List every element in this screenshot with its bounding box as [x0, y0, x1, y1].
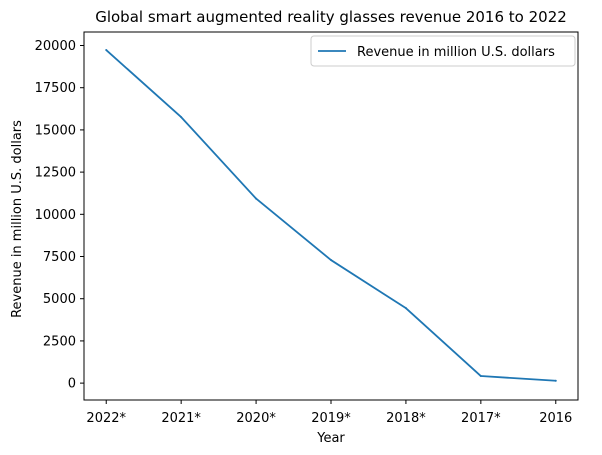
- data-point: [255, 197, 258, 200]
- x-tick-label: 2018*: [386, 411, 426, 426]
- plot-area: 0 2500 5000 7500 10000 12500 15000 17500 20000 20…: [35, 31, 579, 426]
- series-line: [105, 49, 556, 382]
- legend-box: [310, 35, 576, 67]
- data-point: [404, 307, 407, 310]
- y-tick-label: 15000: [35, 123, 76, 138]
- data-point: [554, 379, 557, 382]
- x-tick-label: 2021*: [161, 411, 201, 426]
- y-tick-label: 7500: [43, 250, 76, 265]
- y-tick-label: 0: [68, 377, 76, 392]
- y-tick-label: 5000: [43, 292, 76, 307]
- y-tick-label: 12500: [35, 166, 76, 181]
- data-point: [180, 116, 183, 119]
- y-tick-label: 17500: [35, 81, 76, 96]
- y-tick-label: 2500: [43, 334, 76, 349]
- x-tick-label: 2016: [539, 411, 572, 426]
- legend-label: Revenue in million U.S. dollars: [357, 45, 555, 60]
- data-point: [105, 49, 108, 52]
- y-tick-label: 10000: [35, 208, 76, 223]
- x-tick-label: 2020*: [236, 411, 276, 426]
- y-tick-label: 20000: [35, 39, 76, 54]
- data-point: [330, 259, 332, 262]
- legend: Revenue in million U.S. dollars: [310, 35, 576, 67]
- plot-frame: [83, 31, 579, 401]
- x-axis-title: Year: [316, 431, 345, 446]
- chart-title: Global smart augmented reality glasses r…: [95, 8, 567, 26]
- x-tick-label: 2019*: [311, 411, 351, 426]
- x-tick-label: 2022*: [86, 411, 126, 426]
- y-axis-title: Revenue in million U.S. dollars: [10, 120, 25, 318]
- data-point: [479, 375, 482, 378]
- x-tick-label: 2017*: [461, 411, 501, 426]
